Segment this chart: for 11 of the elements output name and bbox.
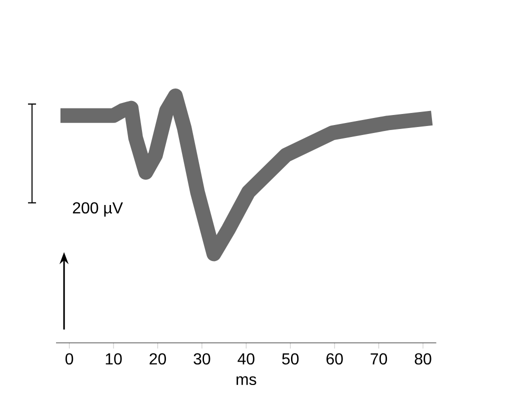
x-tick-label: 60 (326, 353, 343, 365)
x-tick-label: 40 (238, 353, 254, 365)
x-axis-title: ms (236, 376, 256, 386)
x-tick-label: 70 (370, 353, 388, 365)
x-tick-label: 20 (150, 353, 166, 365)
x-tick-label: 0 (65, 353, 74, 365)
x-tick-label: 10 (106, 353, 122, 365)
x-tick-label: 80 (414, 353, 432, 365)
x-tick-label: 30 (194, 353, 210, 365)
annotation: 200 µV (72, 202, 123, 217)
x-tick-label: 50 (282, 353, 299, 365)
